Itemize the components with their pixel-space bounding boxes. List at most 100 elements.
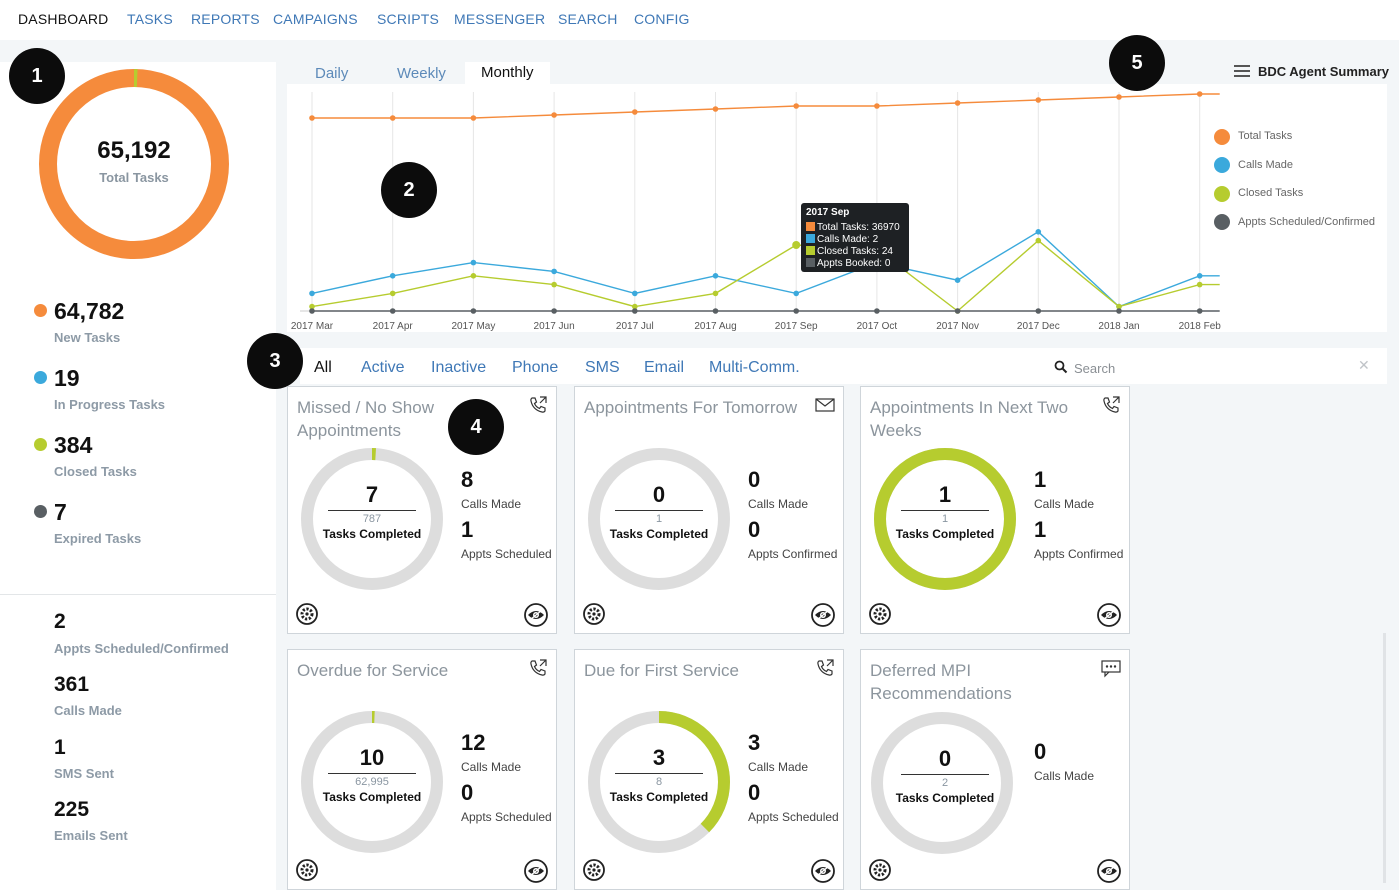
clear-search-icon[interactable]: ✕ <box>1358 357 1370 373</box>
campaign-card[interactable]: Overdue for Service 10 62,995 Tasks Complet… <box>287 649 557 890</box>
nav-reports[interactable]: REPORTS <box>191 11 260 27</box>
tasks-completed-label: Tasks Completed <box>322 527 422 541</box>
summary-panel <box>0 62 276 890</box>
emails-sent-value: 225 <box>54 798 90 821</box>
calls-made-label: Calls Made <box>54 703 122 718</box>
new-tasks-value: 64,782 <box>54 298 125 324</box>
nav-config[interactable]: CONFIG <box>634 11 690 27</box>
phone-icon[interactable] <box>1101 395 1121 415</box>
tooltip-swatch <box>806 222 815 231</box>
ring-divider <box>901 510 989 511</box>
progress-ring <box>588 711 730 853</box>
calls-made-value: 8 <box>461 467 474 492</box>
gear-icon[interactable] <box>296 859 318 881</box>
tasks-total-value: 62,995 <box>355 776 389 788</box>
tasks-completed-label: Tasks Completed <box>609 790 709 804</box>
tab-monthly[interactable]: Monthly <box>465 62 550 84</box>
filter-phone[interactable]: Phone <box>512 359 559 376</box>
callout-badge-1: 1 <box>9 48 65 104</box>
search-input[interactable] <box>1072 358 1346 378</box>
ring-track <box>588 448 730 590</box>
gear-icon[interactable] <box>583 603 605 625</box>
appts-value: 1 <box>1034 517 1047 542</box>
gear-icon[interactable] <box>583 859 605 881</box>
legend-calls-made[interactable]: Calls Made <box>1238 159 1294 171</box>
ring-progress <box>874 448 1016 590</box>
nav-messenger[interactable]: MESSENGER <box>454 11 546 27</box>
scrollbar[interactable] <box>1383 633 1386 883</box>
campaign-card[interactable]: Due for First Service 3 8 Tasks Completed 3 C… <box>574 649 844 890</box>
campaign-card[interactable]: Appointments In Next Two Weeks 1 1 Tasks Co… <box>860 386 1130 634</box>
donut-green-arc <box>39 69 229 259</box>
expired-tasks-label: Expired Tasks <box>54 531 142 546</box>
hamburger-menu-icon[interactable] <box>1234 65 1250 77</box>
ring-progress <box>301 448 443 590</box>
gear-icon[interactable] <box>296 603 318 625</box>
chart-tooltip: 2017 Sep Total Tasks: 36970 Calls Made: … <box>801 203 909 272</box>
expired-tasks-dot <box>34 505 47 518</box>
calls-made-label: Calls Made <box>1034 769 1095 783</box>
filter-multi-comm[interactable]: Multi-Comm. <box>709 359 800 376</box>
appts-label: Appts Scheduled <box>461 547 552 561</box>
appts-label: Appts Confirmed <box>748 547 838 561</box>
nav-dashboard[interactable]: DASHBOARD <box>18 11 109 27</box>
ring-divider <box>615 510 703 511</box>
callout-badge-5: 5 <box>1109 35 1165 91</box>
filter-all[interactable]: All <box>314 359 332 376</box>
nav-scripts[interactable]: SCRIPTS <box>377 11 440 27</box>
legend-appts-scheduled[interactable]: Appts Scheduled/Confirmed <box>1238 216 1375 228</box>
filter-email[interactable]: Email <box>644 359 685 376</box>
emails-sent-label: Emails Sent <box>54 828 128 843</box>
calls-made-label: Calls Made <box>1034 497 1095 511</box>
campaign-card[interactable]: Appointments For Tomorrow 0 1 Tasks Complet… <box>574 386 844 634</box>
tasks-total-value: 1 <box>941 513 949 525</box>
nav-campaigns[interactable]: CAMPAIGNS <box>273 11 358 27</box>
legend-closed-tasks[interactable]: Closed Tasks <box>1238 187 1304 199</box>
tooltip-row-text: Calls Made: 2 <box>817 234 879 245</box>
sms-sent-value: 1 <box>54 736 66 759</box>
tasks-completed-value: 1 <box>938 482 952 507</box>
ring-divider <box>328 510 416 511</box>
tab-daily[interactable]: Daily <box>315 65 349 82</box>
tooltip-row-closed: Closed Tasks: 24 <box>806 246 893 257</box>
calls-made-value: 3 <box>748 730 761 755</box>
tasks-total-value: 787 <box>362 513 382 525</box>
campaign-card[interactable]: Missed / No Show Appointments 7 787 Tasks C… <box>287 386 557 634</box>
gear-icon[interactable] <box>869 603 891 625</box>
tooltip-row-appts: Appts Booked: 0 <box>806 258 890 269</box>
phone-icon[interactable] <box>815 658 835 678</box>
eye-icon[interactable] <box>524 603 548 627</box>
filter-inactive[interactable]: Inactive <box>431 359 487 376</box>
tasks-total-value: 1 <box>655 513 663 525</box>
legend-dot-calls <box>1214 157 1230 173</box>
tasks-total-value: 8 <box>655 776 663 788</box>
eye-icon[interactable] <box>811 603 835 627</box>
filter-active[interactable]: Active <box>361 359 405 376</box>
legend-dot-total <box>1214 129 1230 145</box>
eye-icon[interactable] <box>1097 859 1121 883</box>
envelope-icon[interactable] <box>815 395 835 415</box>
tasks-completed-label: Tasks Completed <box>895 791 995 805</box>
gear-icon[interactable] <box>869 859 891 881</box>
ring-progress <box>588 711 730 853</box>
eye-icon[interactable] <box>524 859 548 883</box>
bdc-agent-summary-button[interactable]: BDC Agent Summary <box>1258 64 1389 79</box>
appts-label: Appts Scheduled <box>461 810 552 824</box>
eye-icon[interactable] <box>1097 603 1121 627</box>
eye-icon[interactable] <box>811 859 835 883</box>
calls-made-label: Calls Made <box>461 760 522 774</box>
nav-search[interactable]: SEARCH <box>558 11 618 27</box>
appts-label: Appts Scheduled <box>748 810 839 824</box>
tab-weekly[interactable]: Weekly <box>397 65 446 82</box>
phone-icon[interactable] <box>528 395 548 415</box>
nav-tasks[interactable]: TASKS <box>127 11 173 27</box>
chat-icon[interactable] <box>1101 658 1121 678</box>
campaign-card[interactable]: Deferred MPI Recommendations 0 2 Tasks Comp… <box>860 649 1130 890</box>
legend-total-tasks[interactable]: Total Tasks <box>1238 130 1293 142</box>
tasks-completed-label: Tasks Completed <box>322 790 422 804</box>
card-title: Due for First Service <box>584 661 739 680</box>
callout-badge-3: 3 <box>247 333 303 389</box>
phone-icon[interactable] <box>528 658 548 678</box>
tooltip-title: 2017 Sep <box>806 207 850 218</box>
filter-sms[interactable]: SMS <box>585 359 620 376</box>
